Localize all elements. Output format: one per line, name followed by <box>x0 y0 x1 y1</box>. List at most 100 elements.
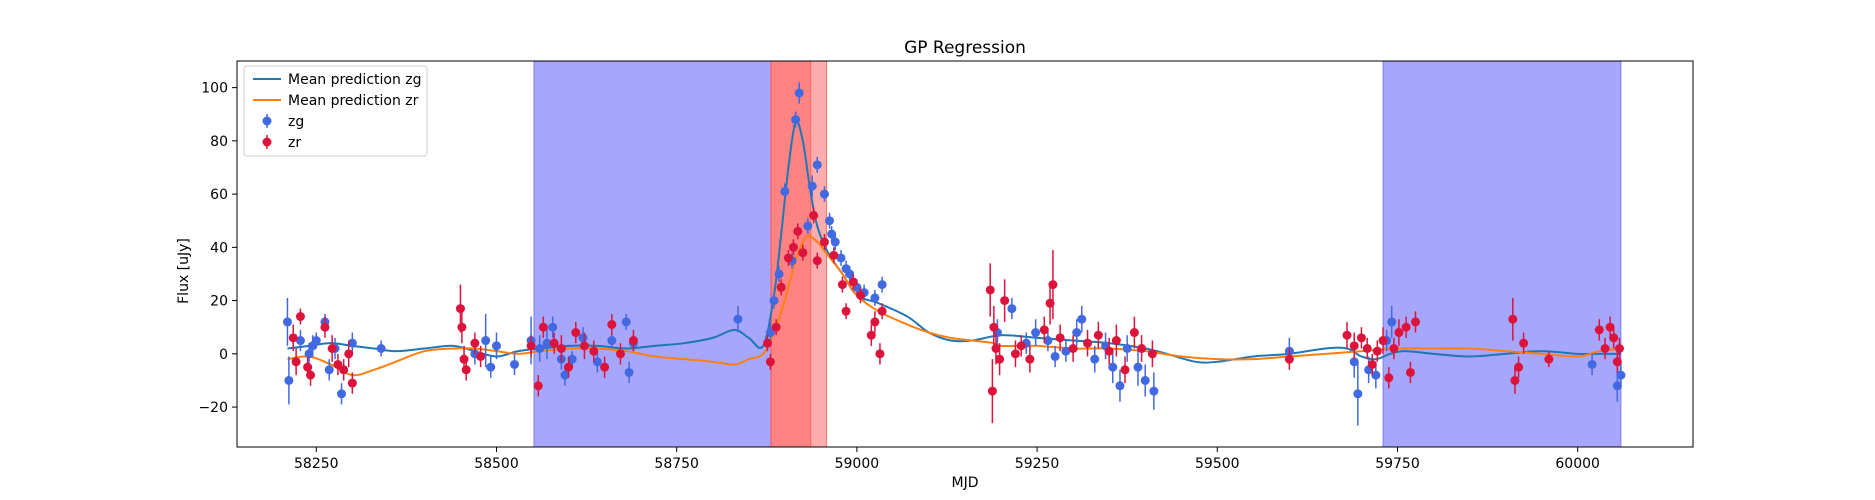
zr-data-point <box>1093 321 1103 349</box>
zr-point-marker <box>1284 354 1294 364</box>
zr-data-point <box>461 359 471 381</box>
zr-point-marker <box>841 306 851 316</box>
zg-data-point <box>819 186 829 203</box>
legend-label-zr-mean: Mean prediction zr <box>288 93 419 109</box>
zr-data-point <box>1349 332 1359 360</box>
zr-data-point <box>866 324 876 346</box>
legend-label-zg-mean: Mean prediction zg <box>288 72 422 88</box>
zg-data-point <box>542 327 552 360</box>
zr-data-point <box>771 319 781 336</box>
zr-data-point <box>1362 337 1372 360</box>
zr-data-point <box>589 340 599 362</box>
zr-point-marker <box>571 328 581 338</box>
zr-point-marker <box>1594 325 1604 335</box>
zg-point-marker <box>510 359 520 369</box>
zg-data-point <box>295 329 305 352</box>
zg-point-marker <box>304 349 314 359</box>
zr-data-point <box>1104 337 1114 365</box>
zr-point-marker <box>344 349 354 359</box>
zr-data-point <box>1594 319 1604 341</box>
shaded-region-4 <box>1382 60 1622 448</box>
zr-point-marker <box>1349 341 1359 351</box>
zg-point-marker <box>1061 346 1071 356</box>
zg-point-marker <box>481 336 491 346</box>
zg-data-point <box>1061 340 1071 362</box>
zr-point-marker <box>1342 330 1352 340</box>
zr-point-marker <box>855 290 865 300</box>
zg-point-marker <box>1007 304 1017 314</box>
zg-data-point <box>1353 361 1363 426</box>
zr-point-marker <box>1055 333 1065 343</box>
zr-data-point <box>615 343 625 365</box>
zg-data-point <box>780 183 790 200</box>
zr-point-marker <box>288 333 298 343</box>
zg-data-point <box>592 351 602 373</box>
zr-point-marker <box>459 354 469 364</box>
zr-data-point <box>538 316 548 338</box>
zg-point-marker <box>347 338 357 348</box>
zg-data-point <box>807 175 817 197</box>
zg-point-marker <box>1108 362 1118 372</box>
zg-point-marker <box>1077 314 1087 324</box>
zg-data-point <box>830 234 840 251</box>
zg-data-point <box>337 383 347 405</box>
zr-point-marker <box>1083 338 1093 348</box>
zr-point-marker <box>600 362 610 372</box>
legend-label-zg: zg <box>288 114 304 130</box>
zr-point-marker <box>347 378 357 388</box>
zg-point-marker <box>791 115 801 125</box>
zr-data-point <box>288 324 298 352</box>
zr-data-point <box>995 343 1005 376</box>
zr-data-point <box>1000 279 1010 322</box>
series-zg-points <box>282 82 1626 426</box>
zr-point-marker <box>1389 344 1399 354</box>
zr-data-point <box>549 332 559 354</box>
zr-data-point <box>837 276 847 293</box>
x-tick-label: 58250 <box>294 456 339 472</box>
plot-frame <box>236 60 1694 448</box>
zr-data-point <box>875 343 885 365</box>
zr-data-point <box>987 359 997 424</box>
zg-point-marker <box>824 216 834 226</box>
zr-data-point <box>339 359 349 381</box>
y-tick-label: 80 <box>210 134 228 150</box>
zr-point-marker <box>1612 357 1622 367</box>
zg-data-point <box>733 305 743 333</box>
zg-data-point <box>1587 353 1597 376</box>
zr-data-point <box>841 303 851 320</box>
legend-point-zg <box>262 116 272 126</box>
zr-point-marker <box>589 346 599 356</box>
zg-data-point <box>1031 319 1041 346</box>
zr-point-marker <box>615 349 625 359</box>
zr-point-marker <box>1025 354 1035 364</box>
zg-data-point <box>491 332 501 360</box>
zg-point-marker <box>1072 328 1082 338</box>
legend-label-zr: zr <box>288 135 301 151</box>
zg-point-marker <box>607 336 617 346</box>
zr-point-marker <box>809 210 819 220</box>
zr-point-marker <box>877 306 887 316</box>
zr-point-marker <box>763 338 773 348</box>
zg-point-marker <box>1050 351 1060 361</box>
zg-data-point <box>624 361 634 384</box>
zr-point-marker <box>866 330 876 340</box>
zg-point-marker <box>282 317 292 327</box>
zg-point-marker <box>1140 375 1150 385</box>
zr-data-point <box>1111 324 1121 357</box>
y-tick-label: 0 <box>219 347 228 363</box>
zr-point-marker <box>837 280 847 290</box>
zr-point-marker <box>1384 373 1394 383</box>
zg-point-marker <box>1031 328 1041 338</box>
x-tick-label: 58500 <box>474 456 519 472</box>
zr-point-marker <box>1362 344 1372 354</box>
zr-point-marker <box>776 282 786 292</box>
zg-point-marker <box>807 181 817 191</box>
zr-data-point <box>1614 337 1624 360</box>
zg-data-point <box>1007 297 1017 320</box>
y-tick-label: 20 <box>210 294 228 310</box>
zg-point-marker <box>836 253 846 263</box>
zg-data-point <box>791 111 801 128</box>
zr-point-marker <box>848 277 858 287</box>
legend-point-zr <box>262 137 272 147</box>
zg-point-marker <box>311 336 321 346</box>
